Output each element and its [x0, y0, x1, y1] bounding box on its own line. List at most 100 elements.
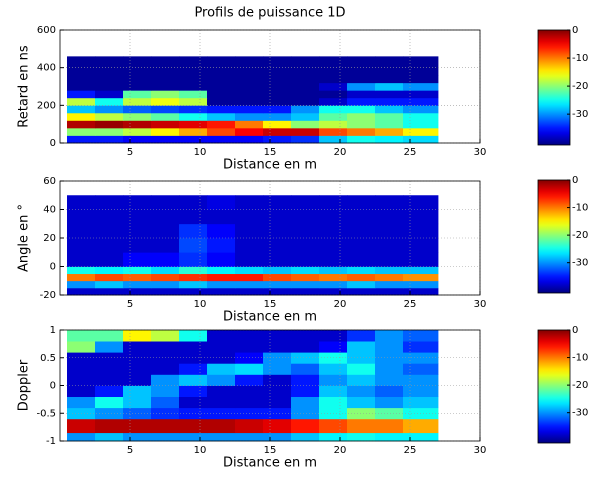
heatmap-cell: [403, 195, 439, 210]
heatmap-cell: [403, 120, 439, 129]
heatmap-cell: [123, 67, 152, 76]
colorbar: [537, 29, 571, 146]
heatmap-cell: [291, 120, 320, 129]
heatmap-cell: [123, 363, 152, 375]
heatmap-cell: [291, 67, 320, 76]
heatmap-cell: [151, 90, 180, 99]
heatmap-cell: [179, 56, 208, 69]
colorbar-tick-label: 0: [572, 25, 578, 36]
heatmap-cell: [347, 135, 376, 144]
heatmap-cell: [151, 105, 180, 114]
heatmap-cell: [123, 287, 152, 296]
heatmap-cell: [151, 385, 180, 397]
heatmap-cell: [375, 97, 404, 106]
heatmap-cell: [123, 352, 152, 364]
heatmap-cell: [67, 82, 96, 91]
heatmap-cell: [319, 396, 348, 409]
heatmap-cell: [319, 90, 348, 99]
axes-frame: [59, 29, 481, 144]
heatmap-cell: [403, 287, 439, 296]
x-tick-label: 20: [334, 299, 347, 310]
heatmap-cell: [347, 363, 376, 375]
heatmap-cell: [375, 67, 404, 76]
heatmap-cell: [67, 363, 96, 375]
heatmap-cell: [347, 396, 376, 409]
heatmap-cell: [67, 90, 96, 99]
y-tick-label: 600: [37, 25, 56, 36]
heatmap-cell: [123, 385, 152, 397]
heatmap-cell: [375, 418, 404, 434]
heatmap-cell: [235, 127, 264, 136]
y-tick-label: -0.5: [36, 408, 56, 419]
heatmap-cell: [319, 195, 348, 210]
heatmap-cell: [347, 287, 376, 296]
heatmap-cell: [67, 223, 96, 239]
heatmap-cell: [207, 112, 236, 121]
y-tick-label: 0.5: [40, 353, 56, 364]
x-tick-label: 20: [334, 445, 347, 456]
heatmap-cell: [151, 120, 180, 129]
heatmap-cell: [375, 120, 404, 129]
heatmap-cell: [151, 273, 180, 282]
heatmap-cell: [123, 82, 152, 91]
heatmap-cell: [95, 352, 124, 364]
heatmap-cell: [347, 352, 376, 364]
heatmap-cell: [291, 90, 320, 99]
heatmap-cell: [291, 223, 320, 239]
colorbar-tick-label: -30: [572, 258, 588, 269]
heatmap-cell: [179, 105, 208, 114]
heatmap-cell: [319, 374, 348, 386]
heatmap-cell: [179, 135, 208, 144]
heatmap-cell: [263, 432, 292, 442]
x-tick-label: 25: [404, 299, 417, 310]
heatmap-cell: [403, 341, 439, 353]
heatmap-cell: [207, 273, 236, 282]
x-tick-label: 10: [194, 445, 207, 456]
heatmap-cell: [375, 374, 404, 386]
heatmap-cell: [319, 127, 348, 136]
heatmap-cell: [319, 75, 348, 84]
heatmap-cell: [319, 105, 348, 114]
heatmap-cell: [123, 56, 152, 69]
heatmap-cell: [67, 273, 96, 282]
x-tick-label: 15: [264, 147, 277, 158]
heatmap-cell: [347, 273, 376, 282]
heatmap-cell: [67, 56, 96, 69]
heatmap-cell: [67, 105, 96, 114]
heatmap-cell: [291, 330, 320, 342]
heatmap-cell: [151, 127, 180, 136]
heatmap-cell: [123, 330, 152, 342]
heatmap-cell: [95, 75, 124, 84]
heatmap-cell: [151, 287, 180, 296]
colorbar-tick-label: -20: [572, 81, 588, 92]
heatmap-cell: [347, 341, 376, 353]
heatmap-cell: [235, 266, 264, 275]
heatmap-cell: [263, 330, 292, 342]
heatmap-cell: [235, 280, 264, 289]
heatmap-cell: [347, 90, 376, 99]
heatmap-cell: [179, 374, 208, 386]
heatmap-cell: [207, 330, 236, 342]
heatmap-cell: [151, 135, 180, 144]
x-tick-label: 10: [194, 299, 207, 310]
y-tick-label: 0: [50, 381, 56, 392]
heatmap-cell: [235, 120, 264, 129]
x-tick-label: 30: [474, 445, 487, 456]
heatmap-cell: [319, 112, 348, 121]
heatmap-cell: [375, 287, 404, 296]
heatmap-cell: [347, 407, 376, 420]
heatmap-cell: [263, 280, 292, 289]
heatmap-cell: [235, 341, 264, 353]
heatmap-cell: [95, 252, 124, 267]
heatmap-cell: [123, 252, 152, 267]
heatmap-cell: [207, 287, 236, 296]
x-tick-label: 5: [127, 147, 133, 158]
heatmap-cell: [291, 352, 320, 364]
heatmap-cell: [151, 374, 180, 386]
colorbar-tick-label: -30: [572, 109, 588, 120]
heatmap-cell: [151, 238, 180, 253]
heatmap-cell: [179, 67, 208, 76]
heatmap-cell: [375, 127, 404, 136]
heatmap-cell: [95, 287, 124, 296]
